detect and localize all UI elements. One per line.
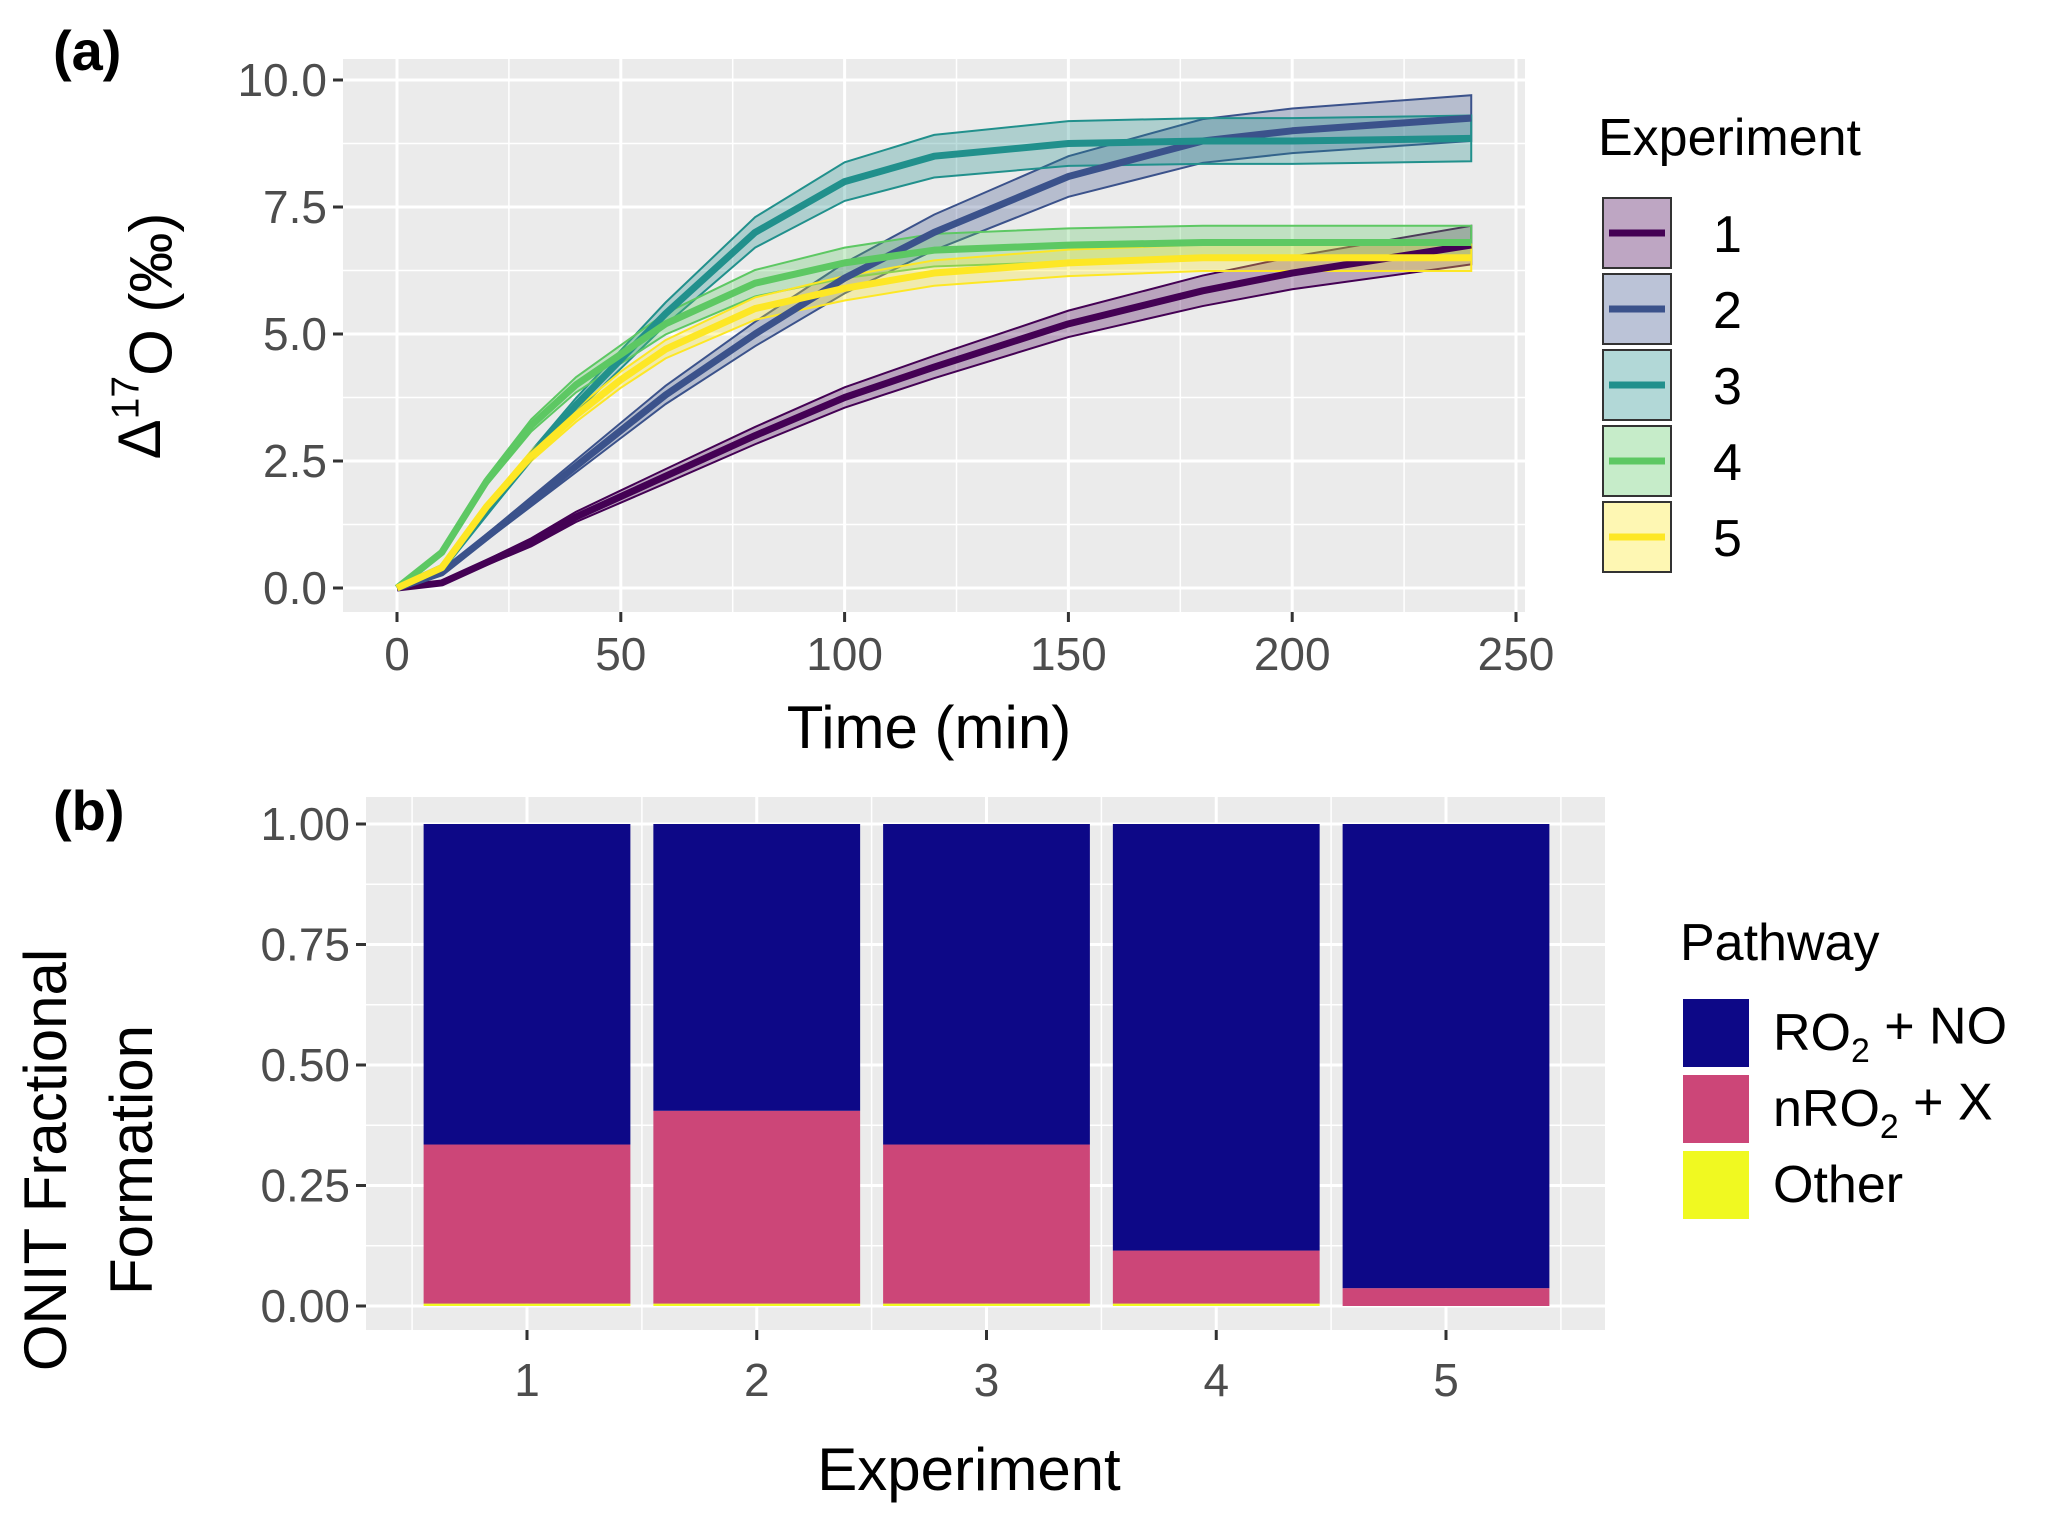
line-exp-2 [395,114,1472,592]
line-exp-5 [395,254,1472,592]
legend-label: Other [1773,1156,1903,1214]
bar-exp-3-series-1 [883,1144,1090,1304]
legend-label: RO2 + NO [1773,998,2007,1070]
bar-exp-2-series-2 [653,1303,861,1306]
y-tick-label: 0.75 [260,919,350,971]
legend-label: 4 [1713,434,1742,492]
y-tick-label: 0.0 [263,562,327,614]
panel-label-a: (a) [53,19,121,82]
x-tick-label: 3 [974,1354,1000,1406]
x-tick-label: 2 [744,1354,770,1406]
y-tick-label: 7.5 [263,181,327,233]
x-tick-label: 5 [1433,1354,1459,1406]
bar-exp-3-series-2 [883,1303,1090,1306]
x-axis-title: Experiment [817,1436,1121,1503]
y-axis-title-line2: Formation [98,1025,165,1295]
y-tick-label: 1.00 [260,798,350,850]
x-axis-title: Time (min) [787,694,1071,761]
y-tick-label: 0.25 [260,1160,350,1212]
y-tick-label: 0.50 [260,1039,350,1091]
legend-key-pathway-1 [1681,1073,1751,1145]
x-tick-label: 1 [514,1354,540,1406]
x-tick-label: 0 [384,628,410,680]
x-tick-label: 250 [1478,628,1555,680]
bar-exp-4-series-1 [1112,1250,1320,1304]
legend-title: Experiment [1598,109,1862,167]
panel-b: (b) 0.00 0.25 0.50 0.75 1.00 1 2 3 4 5 Experiment ON… [12,779,2007,1503]
legend-key-pathway-2 [1681,1149,1751,1221]
line-exp-4 [394,239,1472,591]
y-tick-label: 0.00 [260,1280,350,1332]
legend-label: 3 [1713,358,1742,416]
panel-a: (a) 0 50 100 150 200 250 0.0 2.5 5.0 7.5 10.0 Time (… [53,19,1862,761]
x-tick-label: 150 [1030,628,1107,680]
bar-exp-5-series-1 [1342,1288,1550,1306]
legend-label: 5 [1713,510,1742,568]
panel-label-b: (b) [53,779,125,842]
bar-exp-2-series-1 [653,1110,861,1304]
y-axis-title-line1: ONIT Fractional [12,949,79,1371]
bar-exp-1-series-1 [423,1144,631,1304]
bar-exp-5-series-0 [1342,824,1550,1289]
bar-exp-4-series-0 [1112,824,1320,1251]
y-tick-label: 5.0 [263,308,327,360]
bar-exp-3-series-0 [883,824,1090,1145]
legend-label: 1 [1713,206,1742,264]
legend-title: Pathway [1680,914,1879,972]
bar-exp-4-series-2 [1112,1303,1320,1306]
x-tick-label: 4 [1203,1354,1229,1406]
y-tick-label: 2.5 [263,435,327,487]
legend-key-pathway-0 [1681,997,1751,1069]
bar-exp-2-series-0 [653,824,861,1111]
x-tick-label: 50 [595,628,646,680]
x-tick-label: 200 [1254,628,1331,680]
y-tick-label: 10.0 [237,54,327,106]
legend-label: nRO2 + X [1773,1074,1993,1146]
line-exp-1 [396,241,1472,592]
legend-label: 2 [1713,282,1742,340]
x-tick-label: 100 [806,628,883,680]
bar-exp-1-series-2 [423,1303,631,1306]
y-axis-title: Δ17O (‰) [105,213,185,460]
bar-exp-1-series-0 [423,824,631,1145]
